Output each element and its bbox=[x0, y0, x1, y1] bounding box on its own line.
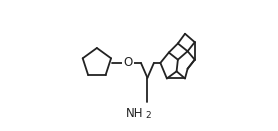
Text: NH: NH bbox=[126, 107, 144, 120]
Text: 2: 2 bbox=[145, 111, 151, 120]
Text: O: O bbox=[123, 56, 133, 69]
